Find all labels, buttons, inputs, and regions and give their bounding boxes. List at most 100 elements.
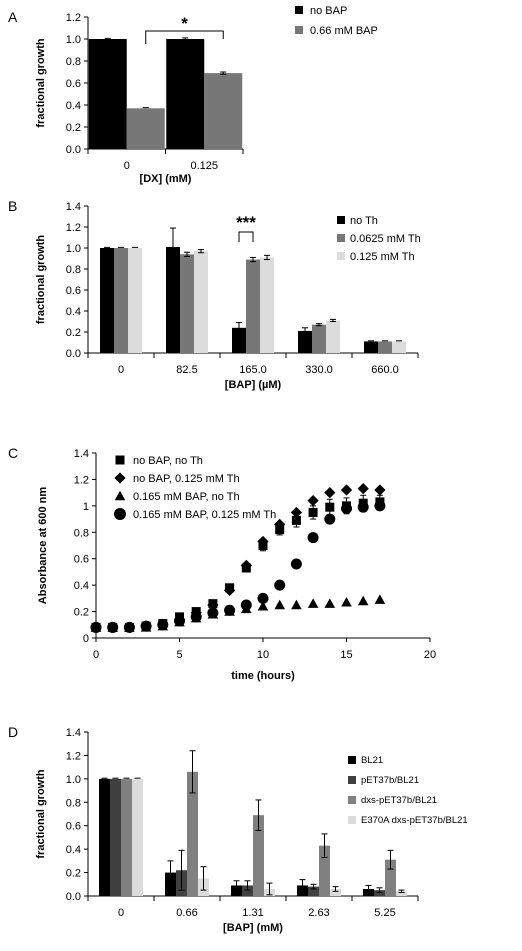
data-point-triangle-17 <box>374 594 386 604</box>
bar-A-s1-c0 <box>126 108 165 149</box>
legend-label: 0.66 mM BAP <box>310 25 378 37</box>
y-tick-label: 1.2 <box>66 12 81 24</box>
data-point-triangle-11 <box>274 599 285 610</box>
y-tick-label: 0.4 <box>66 100 81 112</box>
legend-label: BL21 <box>361 755 383 766</box>
x-axis-title-D: [BAP] (mM) <box>223 922 283 934</box>
legend-label: no BAP, 0.125 mM Th <box>133 473 240 485</box>
bar-B-s0-c4 <box>364 341 378 353</box>
x-axis-title-C: time (hours) <box>231 670 295 682</box>
data-point-triangle-10 <box>257 600 269 611</box>
y-axis-title-A: fractional growth <box>35 38 47 128</box>
bar-D-s2-c4 <box>385 859 396 896</box>
bar-B-s1-c3 <box>312 324 326 353</box>
x-tick-label: 5.25 <box>374 907 395 919</box>
x-tick-label: 0 <box>118 907 124 919</box>
legend-label: 0.165 mM BAP, no Th <box>133 491 240 503</box>
legend-swatch <box>348 756 356 764</box>
data-point-circle-4 <box>157 619 169 631</box>
bar-D-s1-c0 <box>110 778 121 896</box>
bar-A-s0-c0 <box>88 39 127 149</box>
bar-D-s0-c0 <box>99 778 110 896</box>
bar-B-s0-c0 <box>100 248 114 353</box>
y-axis-title-B: fractional growth <box>35 235 47 325</box>
y-axis-title-C: Absorbance at 600 nm <box>37 487 49 605</box>
x-tick-label: 0 <box>124 160 130 172</box>
bar-B-s0-c3 <box>298 330 312 353</box>
bar-A-s1-c1 <box>204 73 243 149</box>
data-point-diamond-12 <box>290 506 303 519</box>
x-axis-title-A: [DX] (mM) <box>140 173 192 185</box>
y-tick-label: 1.2 <box>66 222 81 234</box>
data-point-diamond-16 <box>357 483 369 495</box>
legend-label: pET37b/BL21 <box>361 775 419 786</box>
legend-label: no BAP <box>310 5 347 17</box>
y-tick-label: 0.0 <box>66 144 81 156</box>
bar-D-s3-c3 <box>330 888 341 896</box>
data-point-circle-2 <box>123 621 135 633</box>
data-point-diamond-11 <box>274 518 286 530</box>
bar-B-s0-c2 <box>232 327 246 353</box>
x-tick-label: 165.0 <box>239 364 267 376</box>
x-tick-label: 0.66 <box>176 907 197 919</box>
y-tick-label: 1.4 <box>66 201 81 213</box>
x-tick-label: 330.0 <box>305 364 333 376</box>
bar-D-s1-c2 <box>242 885 253 896</box>
panel-label-B: B <box>8 198 17 214</box>
data-point-triangle-15 <box>341 597 352 607</box>
data-point-diamond-9 <box>240 559 252 571</box>
x-tick-label: 0 <box>93 649 99 661</box>
data-point-diamond-15 <box>340 484 353 496</box>
x-tick-label: 0 <box>118 364 124 376</box>
legend-marker-triangle <box>114 490 126 501</box>
bar-D-s2-c0 <box>121 778 132 896</box>
legend-label: E370A dxs-pET37b/BL21 <box>361 815 468 826</box>
legend-swatch <box>348 816 356 824</box>
legend-marker-square <box>115 455 125 465</box>
data-point-triangle-12 <box>291 599 302 610</box>
y-tick-label: 1.0 <box>66 243 81 255</box>
legend-label: 0.165 mM BAP, 0.125 mM Th <box>133 509 276 521</box>
data-point-circle-0 <box>90 621 102 633</box>
data-point-circle-3 <box>140 620 152 632</box>
data-point-circle-16 <box>357 501 369 513</box>
panel-label-C: C <box>8 445 18 461</box>
bar-B-s2-c4 <box>392 341 406 353</box>
significance-bracket <box>145 30 224 44</box>
data-point-diamond-14 <box>324 487 336 499</box>
y-tick-label: 0.6 <box>66 78 81 90</box>
legend-label: 0.125 mM Th <box>350 251 415 263</box>
data-point-triangle-16 <box>357 595 369 606</box>
y-tick-label: 0.4 <box>74 580 89 592</box>
data-point-circle-13 <box>307 532 319 544</box>
data-point-circle-6 <box>190 611 202 623</box>
significance-marker: * <box>181 14 188 33</box>
bar-D-s1-c4 <box>374 890 385 896</box>
bar-B-s2-c3 <box>326 320 340 353</box>
bar-D-s2-c2 <box>253 815 264 896</box>
bar-D-s1-c3 <box>308 886 319 896</box>
x-tick-label: 660.0 <box>371 364 399 376</box>
y-tick-label: 1.0 <box>66 774 81 786</box>
legend-label: no Th <box>350 215 378 227</box>
bar-B-s1-c4 <box>378 341 392 353</box>
y-tick-label: 1.4 <box>74 448 89 460</box>
panel-label-A: A <box>8 9 18 25</box>
y-tick-label: 0.6 <box>66 285 81 297</box>
data-point-circle-1 <box>107 621 119 633</box>
bar-B-s0-c1 <box>166 246 180 353</box>
bar-D-s3-c0 <box>132 778 143 896</box>
y-tick-label: 0.8 <box>66 797 81 809</box>
legend-swatch <box>295 6 303 14</box>
data-point-triangle-13 <box>307 598 319 608</box>
data-point-square-13 <box>308 507 318 517</box>
data-point-circle-8 <box>224 604 236 616</box>
y-tick-label: 0.8 <box>66 264 81 276</box>
bar-B-s2-c1 <box>194 251 208 353</box>
y-tick-label: 1.2 <box>74 474 89 486</box>
data-point-circle-11 <box>274 579 286 591</box>
legend-marker-circle <box>114 508 126 520</box>
bar-D-s2-c3 <box>319 845 330 896</box>
y-tick-label: 0.6 <box>74 554 89 566</box>
